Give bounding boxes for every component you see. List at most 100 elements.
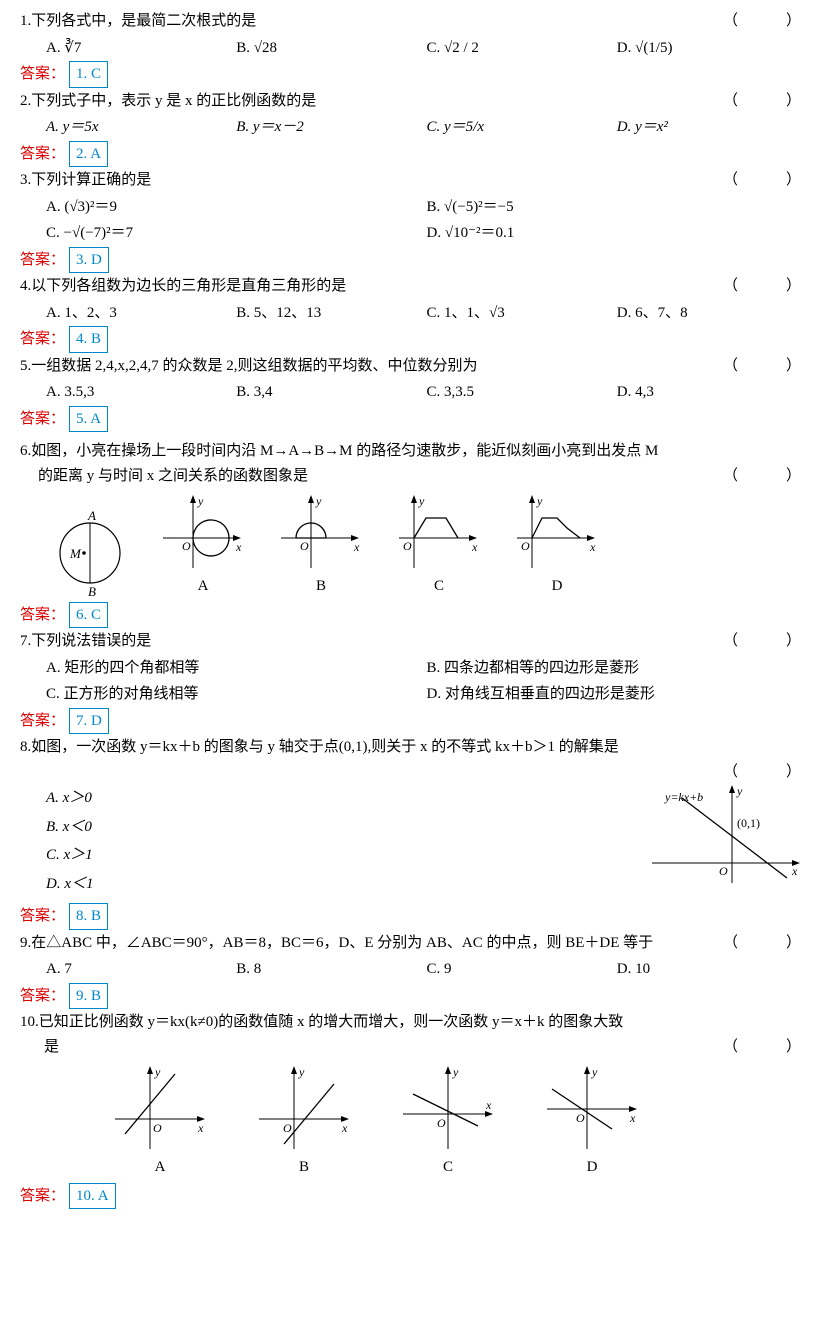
q10-graph-c: y x O C [398, 1064, 498, 1179]
q8-graph-icon: x y O (0,1) y=kx+b [637, 783, 807, 893]
q7: 7.下列说法错误的是 （ ） [20, 630, 807, 653]
graph-eq: y=kx+b [664, 790, 703, 804]
q6-graph-a: y x O A [158, 493, 248, 598]
label-a: A [87, 508, 96, 523]
q2-answer: 答案： 2. A [20, 141, 807, 168]
q10-label-d: D [542, 1156, 642, 1179]
q2-text: 2.下列式子中，表示 y 是 x 的正比例函数的是 [20, 90, 713, 113]
q10-graph-b: y x O B [254, 1064, 354, 1179]
graph-c-icon: y x O [394, 493, 484, 573]
q6-text1: 6.如图，小亮在操场上一段时间内沿 M→A→B→M 的路径匀速散步，能近似刻画小… [20, 440, 807, 463]
q10-paren: （ ） [713, 1036, 807, 1059]
q3-opt-c: C. −√(−7)²＝7 [46, 222, 427, 245]
q4-opt-a: A. 1、2、3 [46, 302, 236, 325]
q2-options: A. y＝5x B. y＝x－2 C. y＝5/x D. y＝x² [46, 116, 807, 139]
svg-text:y: y [315, 494, 322, 508]
svg-text:y: y [591, 1065, 598, 1079]
answer-label: 答案： [20, 63, 65, 86]
graph-b-icon: y x O [276, 493, 366, 573]
svg-text:O: O [182, 539, 191, 553]
q8-body: 如图，一次函数 y＝kx＋b 的图象与 y 轴交于点(0,1),则关于 x 的不… [31, 739, 619, 755]
q6-graph-d: y x O D [512, 493, 602, 598]
q6-body1: 如图，小亮在操场上一段时间内沿 M→A→B→M 的路径匀速散步，能近似刻画小亮到… [31, 443, 658, 459]
q9-opt-c: C. 9 [427, 958, 617, 981]
q5-opt-d: D. 4,3 [617, 381, 807, 404]
svg-text:x: x [235, 540, 242, 554]
q5-paren: （ ） [713, 355, 807, 378]
svg-text:y: y [418, 494, 425, 508]
q1-opt-d: D. √(1/5) [617, 37, 807, 60]
q10-body1: 已知正比例函数 y＝kx(k≠0)的函数值随 x 的增大而增大，则一次函数 y＝… [39, 1014, 623, 1030]
q8-num: 8. [20, 739, 31, 755]
svg-text:x: x [589, 540, 596, 554]
answer-label: 答案： [20, 408, 65, 431]
svg-text:O: O [521, 539, 530, 553]
q9-options: A. 7 B. 8 C. 9 D. 10 [46, 958, 807, 981]
q9-opt-b: B. 8 [236, 958, 426, 981]
answer-box: 1. C [69, 61, 108, 88]
svg-text:y: y [536, 494, 543, 508]
q9-opt-d: D. 10 [617, 958, 807, 981]
q1-opt-a: A. ∛7 [46, 37, 236, 60]
q7-opt-b: B. 四条边都相等的四边形是菱形 [427, 657, 808, 680]
q2-opt-c: C. y＝5/x [427, 116, 617, 139]
q8-paren: （ ） [713, 761, 807, 784]
q5-num: 5. [20, 358, 31, 374]
q5-options: A. 3.5,3 B. 3,4 C. 3,3.5 D. 4,3 [46, 381, 807, 404]
q8: 8.如图，一次函数 y＝kx＋b 的图象与 y 轴交于点(0,1),则关于 x … [20, 736, 807, 759]
q8-paren-row: （ ） [20, 761, 807, 784]
answer-box: 4. B [69, 326, 108, 353]
q3-opt-d: D. √10⁻²＝0.1 [427, 222, 808, 245]
q8-graph: x y O (0,1) y=kx+b [637, 783, 807, 893]
q10-label-a: A [110, 1156, 210, 1179]
q5-opt-b: B. 3,4 [236, 381, 426, 404]
svg-text:O: O [300, 539, 309, 553]
answer-box: 10. A [69, 1183, 116, 1210]
answer-box: 5. A [69, 406, 108, 433]
q5: 5.一组数据 2,4,x,2,4,7 的众数是 2,则这组数据的平均数、中位数分… [20, 355, 807, 378]
q3-text: 3.下列计算正确的是 [20, 169, 713, 192]
q1-paren: （ ） [713, 10, 807, 33]
answer-box: 9. B [69, 983, 108, 1010]
svg-text:x: x [341, 1121, 348, 1135]
answer-label: 答案： [20, 249, 65, 272]
q9-num: 9. [20, 935, 31, 951]
q4-opt-b: B. 5、12、13 [236, 302, 426, 325]
q8-opt-d: D. x＜1 [46, 873, 637, 896]
answer-label: 答案： [20, 905, 65, 928]
q4: 4.以下列各组数为边长的三角形是直角三角形的是 （ ） [20, 275, 807, 298]
q8-options: A. x＞0 B. x＜0 C. x＞1 D. x＜1 [46, 787, 637, 901]
q6-graph-c: y x O C [394, 493, 484, 598]
q7-num: 7. [20, 633, 31, 649]
svg-text:O: O [283, 1121, 292, 1135]
graph-a-icon: y x O [158, 493, 248, 573]
answer-box: 8. B [69, 903, 108, 930]
q3-num: 3. [20, 172, 31, 188]
q10-label-c: C [398, 1156, 498, 1179]
q1-num: 1. [20, 13, 31, 29]
answer-label: 答案： [20, 985, 65, 1008]
q9-opt-a: A. 7 [46, 958, 236, 981]
q3-paren: （ ） [713, 169, 807, 192]
answer-label: 答案： [20, 143, 65, 166]
svg-text:O: O [437, 1116, 446, 1130]
q1-opt-c: C. √2 / 2 [427, 37, 617, 60]
label-m: M [69, 546, 82, 561]
q4-answer: 答案： 4. B [20, 326, 807, 353]
q3-options-2: C. −√(−7)²＝7 D. √10⁻²＝0.1 [46, 222, 807, 245]
answer-box: 7. D [69, 708, 109, 735]
q10-graph-d: y x O D [542, 1064, 642, 1179]
q5-body: 一组数据 2,4,x,2,4,7 的众数是 2,则这组数据的平均数、中位数分别为 [31, 358, 477, 374]
answer-label: 答案： [20, 710, 65, 733]
q7-opt-d: D. 对角线互相垂直的四边形是菱形 [427, 683, 808, 706]
circle-icon: A M B [50, 508, 130, 598]
q9-body: 在△ABC 中，∠ABC＝90°，AB＝8，BC＝6，D、E 分别为 AB、AC… [31, 935, 653, 951]
q6-label-b: B [276, 575, 366, 598]
graph-point: (0,1) [737, 816, 760, 830]
q10-num: 10. [20, 1014, 39, 1030]
q1-options: A. ∛7 B. √28 C. √2 / 2 D. √(1/5) [46, 37, 807, 60]
q7-text: 7.下列说法错误的是 [20, 630, 713, 653]
q6-label-a: A [158, 575, 248, 598]
graph-c-icon: y x O [398, 1064, 498, 1154]
graph-a-icon: y x O [110, 1064, 210, 1154]
